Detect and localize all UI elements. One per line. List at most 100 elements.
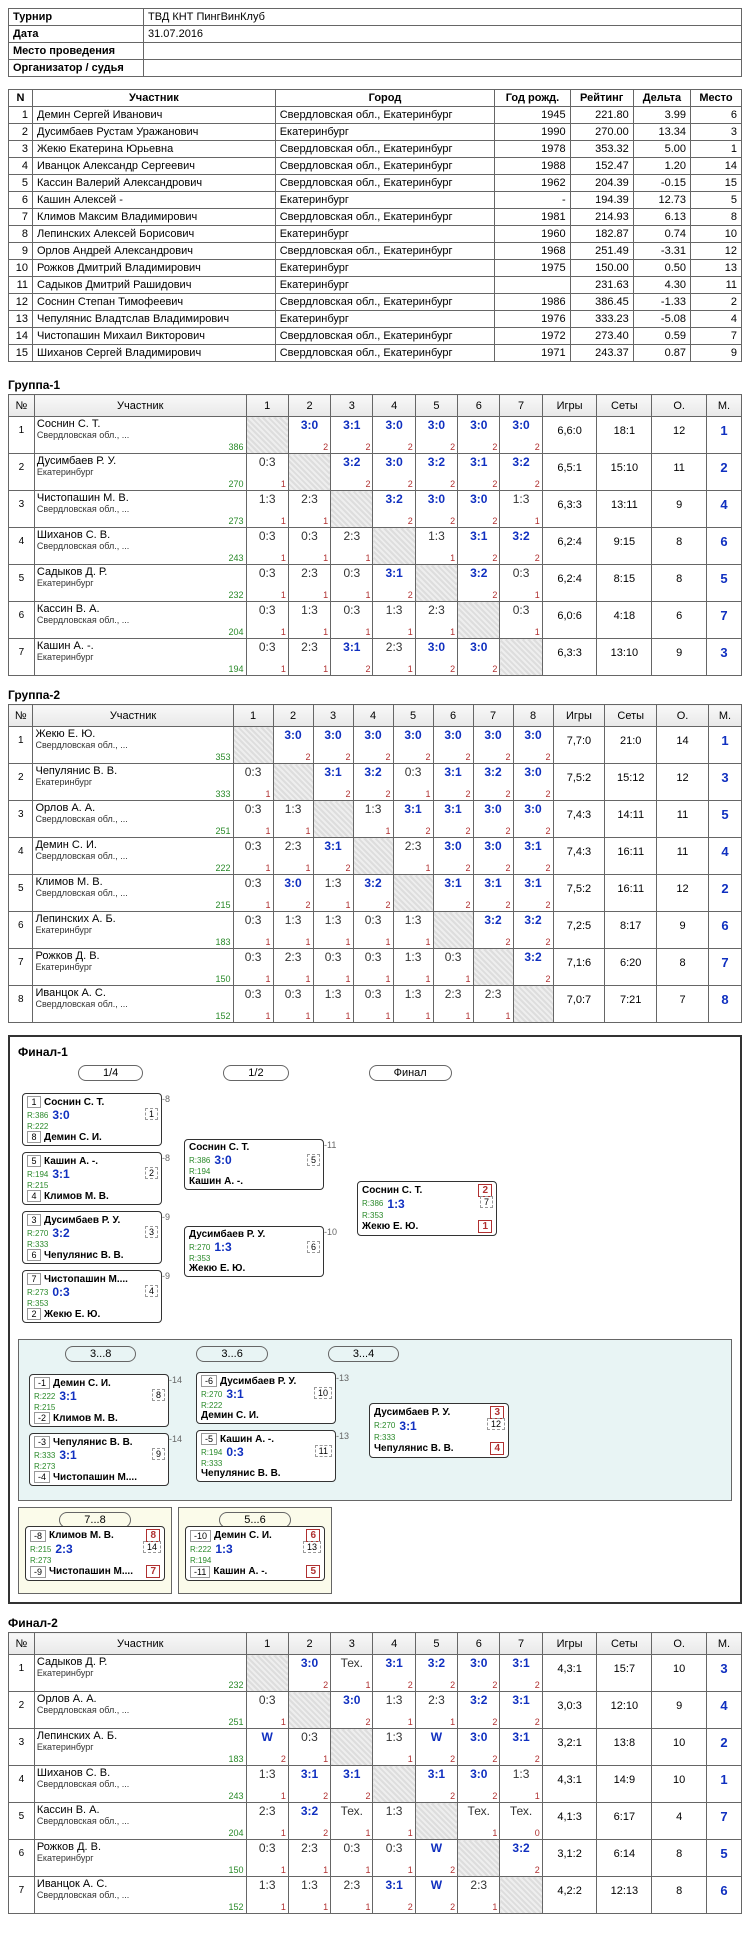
place-cell: 3 <box>708 764 741 801</box>
player-cell: Климов М. В.Свердловская обл., ...215 <box>33 875 233 912</box>
row-num: 6 <box>9 602 35 639</box>
participant-row: 15Шиханов Сергей ВладимировичСвердловска… <box>9 345 742 362</box>
minor-bracket: 7...8-8Климов М. В.8R:2152:314R:273-9Чис… <box>18 1507 172 1594</box>
participant-row: 2Дусимбаев Рустам УражановичЕкатеринбург… <box>9 124 742 141</box>
score-cell <box>353 838 393 875</box>
score-cell: 0:31 <box>331 565 373 602</box>
score-cell: 3:22 <box>500 1840 542 1877</box>
score-cell: 1:31 <box>246 491 288 528</box>
cell: 10 <box>691 226 742 243</box>
score-cell: 0:31 <box>288 1729 330 1766</box>
score-cell: 0:31 <box>246 565 288 602</box>
round-label: 3...4 <box>328 1346 399 1362</box>
score-cell: 3:02 <box>473 801 513 838</box>
cell: 15 <box>9 345 33 362</box>
cell: Чистопашин Михаил Викторович <box>33 328 276 345</box>
score-cell: 3:22 <box>415 454 457 491</box>
consolation-bracket: 3...8 3...6 3...4 -1Демин С. И.R:2223:18… <box>18 1339 732 1501</box>
group-row: 1Садыков Д. Р.Екатеринбург2323:02Тех.13:… <box>9 1655 742 1692</box>
row-num: 1 <box>9 417 35 454</box>
cell: 1945 <box>495 107 570 124</box>
cell: Екатеринбург <box>275 226 495 243</box>
round-label: 3...6 <box>196 1346 267 1362</box>
group-row: 5Кассин В. А.Свердловская обл., ...2042:… <box>9 1803 742 1840</box>
col-header: Участник <box>34 395 246 417</box>
cell: Свердловская обл., Екатеринбург <box>275 141 495 158</box>
stat-cell: 6,3:3 <box>542 491 597 528</box>
score-cell: 2:31 <box>331 528 373 565</box>
row-num: 1 <box>9 727 33 764</box>
stat-cell: 8 <box>652 528 707 565</box>
cell: 273.40 <box>570 328 633 345</box>
cell: 1962 <box>495 175 570 192</box>
score-cell <box>331 491 373 528</box>
row-num: 7 <box>9 639 35 676</box>
stat-cell: 3,1:2 <box>542 1840 597 1877</box>
score-cell: 3:02 <box>500 417 542 454</box>
score-cell: 2:31 <box>473 986 513 1023</box>
participant-row: 5Кассин Валерий АлександровичСвердловска… <box>9 175 742 192</box>
cell: 7 <box>9 209 33 226</box>
cell: 182.87 <box>570 226 633 243</box>
score-cell: 3:02 <box>373 417 415 454</box>
score-cell: 3:22 <box>288 1803 330 1840</box>
cell: 1986 <box>495 294 570 311</box>
cell: 14 <box>9 328 33 345</box>
place-cell: 5 <box>707 1840 742 1877</box>
score-cell: 1:31 <box>373 602 415 639</box>
col-header: № <box>9 395 35 417</box>
score-cell <box>233 727 273 764</box>
player-cell: Иванцок А. С.Свердловская обл., ...152 <box>33 986 233 1023</box>
row-num: 5 <box>9 875 33 912</box>
cell: Екатеринбург <box>275 124 495 141</box>
stat-cell: 9 <box>652 491 707 528</box>
score-cell: 1:31 <box>373 1729 415 1766</box>
score-cell <box>458 602 500 639</box>
row-num: 4 <box>9 1766 35 1803</box>
group-row: 2Орлов А. А.Свердловская обл., ...2510:3… <box>9 1692 742 1729</box>
bracket-match: -8Климов М. В.8R:2152:314R:273-9Чистопаш… <box>25 1526 165 1581</box>
score-cell <box>415 1803 457 1840</box>
stat-cell: 4 <box>652 1803 707 1840</box>
score-cell <box>313 801 353 838</box>
cell: 7 <box>691 328 742 345</box>
stat-cell: 6 <box>652 602 707 639</box>
cell: 8 <box>691 209 742 226</box>
stat-cell: 8 <box>652 1877 707 1914</box>
stat-cell: 11 <box>652 454 707 491</box>
stat-cell: 9 <box>657 912 709 949</box>
stat-cell: 12:13 <box>597 1877 652 1914</box>
score-cell: 0:31 <box>246 602 288 639</box>
score-cell: 3:02 <box>415 639 457 676</box>
participant-row: 6Кашин Алексей -Екатеринбург-194.3912.73… <box>9 192 742 209</box>
place-cell: 6 <box>707 1877 742 1914</box>
cell: 9 <box>691 345 742 362</box>
group2-title: Группа-2 <box>8 688 742 702</box>
info-label: Турнир <box>9 9 144 26</box>
score-cell: Тех.1 <box>458 1803 500 1840</box>
score-cell: 3:12 <box>393 801 433 838</box>
stat-cell: 6:20 <box>605 949 657 986</box>
player-cell: Иванцок А. С.Свердловская обл., ...152 <box>34 1877 246 1914</box>
group-row: 4Шиханов С. В.Свердловская обл., ...2431… <box>9 1766 742 1803</box>
score-cell: 2:31 <box>458 1877 500 1914</box>
info-label: Организатор / судья <box>9 60 144 77</box>
cell: 3.99 <box>633 107 690 124</box>
col-header: Рейтинг <box>570 90 633 107</box>
place-cell: 7 <box>707 602 742 639</box>
score-cell: 3:02 <box>415 491 457 528</box>
cell: 9 <box>9 243 33 260</box>
score-cell: 3:12 <box>433 764 473 801</box>
place-cell: 4 <box>707 491 742 528</box>
bracket-match: 1Соснин С. Т.R:3863:01R:2228Демин С. И. <box>22 1093 162 1146</box>
group-row: 6Лепинских А. Б.Екатеринбург1830:311:311… <box>9 912 742 949</box>
score-cell: 0:31 <box>500 602 542 639</box>
stat-cell: 4,3:1 <box>542 1655 597 1692</box>
cell: 1976 <box>495 311 570 328</box>
score-cell: 3:22 <box>513 912 553 949</box>
score-cell: 0:31 <box>233 986 273 1023</box>
stat-cell: 6:14 <box>597 1840 652 1877</box>
col-header: Сеты <box>597 395 652 417</box>
score-cell: 3:02 <box>458 639 500 676</box>
round-labels: 1/4 1/2 Финал <box>78 1065 732 1081</box>
